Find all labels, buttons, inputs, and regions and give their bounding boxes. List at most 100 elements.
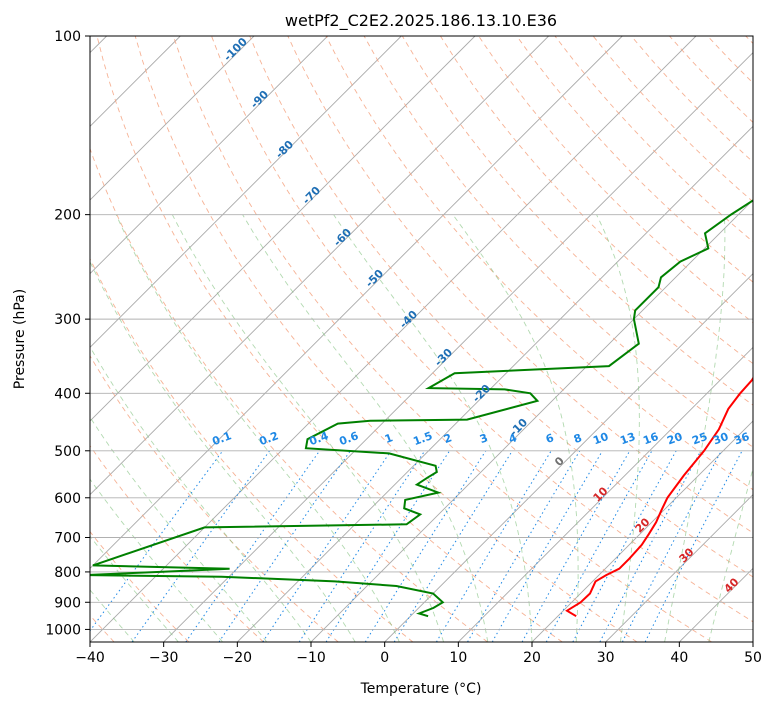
x-tick-label: 50 xyxy=(744,650,762,666)
dry-adiabat-label: -20 xyxy=(470,382,493,405)
x-tick-label: 10 xyxy=(449,650,467,666)
x-tick-label: −20 xyxy=(223,650,253,666)
mixing-ratio-line xyxy=(436,451,551,642)
mixing-ratio-label: 0.4 xyxy=(307,429,330,448)
isotherm-line xyxy=(0,36,401,642)
isotherm-line xyxy=(753,36,775,642)
isotherm-line xyxy=(164,36,770,642)
y-tick-label: 500 xyxy=(54,444,81,460)
dry-adiabat-line xyxy=(440,36,775,642)
background-lines xyxy=(0,36,775,642)
dry-adiabat-label: -80 xyxy=(273,138,296,161)
x-tick-label: 0 xyxy=(380,650,389,666)
dewpoint-line xyxy=(83,36,775,616)
mixing-ratio-label: 36 xyxy=(732,430,751,448)
x-tick-label: 20 xyxy=(523,650,541,666)
mixing-ratio-label: 30 xyxy=(711,430,730,448)
dry-adiabat-label: -60 xyxy=(331,226,354,249)
moist-adiabat-line xyxy=(0,215,178,642)
isotherm-line xyxy=(0,36,254,642)
mixing-ratio-label: 0.1 xyxy=(210,429,233,448)
dry-adiabat-line xyxy=(0,36,264,642)
mixing-ratio-label: 0.2 xyxy=(257,429,280,448)
mixing-ratio-label: 1 xyxy=(383,431,395,446)
dry-adiabat-label: -30 xyxy=(432,346,455,369)
mixing-ratio-line xyxy=(522,451,630,642)
dry-adiabat-line xyxy=(555,36,775,642)
dry-adiabat-label: -50 xyxy=(363,267,386,290)
y-tick-label: 900 xyxy=(54,595,81,611)
isotherm-line xyxy=(458,36,775,642)
curve-labels: -100-90-80-70-60-50-40-30-20-10010203040… xyxy=(210,35,751,596)
mixing-ratio-line xyxy=(299,451,425,642)
y-tick-label: 100 xyxy=(54,29,81,45)
temperature-line xyxy=(567,36,775,616)
isotherm-line xyxy=(237,36,775,642)
dry-adiabat-label: -70 xyxy=(300,184,323,207)
isotherm-line xyxy=(0,36,475,642)
y-axis-label: Pressure (hPa) xyxy=(12,289,28,389)
moist-adiabat-line xyxy=(70,215,356,642)
dry-adiabat-label: -90 xyxy=(248,88,271,111)
x-axis-label: Temperature (°C) xyxy=(360,681,482,697)
isotherm-line xyxy=(679,36,775,642)
moist-adiabat-line xyxy=(665,215,725,642)
mixing-ratio-label: 16 xyxy=(641,430,660,448)
mixing-ratio-line xyxy=(263,451,391,642)
dry-adiabat-line xyxy=(479,36,775,642)
x-tick-label: −10 xyxy=(296,650,326,666)
mixing-ratio-line xyxy=(82,451,223,642)
mixing-ratio-label: 0.6 xyxy=(337,429,360,448)
isotherm-line xyxy=(90,36,696,642)
dry-adiabat-line xyxy=(0,36,189,642)
y-tick-label: 600 xyxy=(54,491,81,507)
isotherm-line xyxy=(0,36,328,642)
mixing-ratio-label: 6 xyxy=(544,431,556,446)
pressure-grid xyxy=(90,36,753,629)
mixing-ratio-label: 8 xyxy=(572,431,584,446)
mixing-ratio-line xyxy=(468,451,580,642)
y-tick-label: 800 xyxy=(54,565,81,581)
dry-adiabat-line xyxy=(0,36,338,642)
mixing-ratio-label: 1.5 xyxy=(411,429,434,448)
moist-adiabat-line xyxy=(334,215,532,642)
mixing-ratio-label: 25 xyxy=(690,430,709,447)
mixing-ratio-line xyxy=(132,451,270,642)
x-tick-label: −40 xyxy=(75,650,105,666)
mixing-ratio-label: 13 xyxy=(618,430,637,447)
dry-adiabat-line xyxy=(21,36,413,642)
dry-adiabat-label: -100 xyxy=(221,35,250,64)
mixing-ratio-label: 2 xyxy=(442,431,454,446)
dry-adiabat-line xyxy=(97,36,562,642)
chart-title: wetPf2_C2E2.2025.186.13.10.E36 xyxy=(285,11,557,31)
dry-adiabat-line xyxy=(517,36,775,642)
isotherm-line xyxy=(385,36,775,642)
dry-adiabat-label: 30 xyxy=(677,545,697,565)
x-tick-label: 40 xyxy=(670,650,688,666)
dry-adiabat-label: -40 xyxy=(397,308,420,331)
mixing-ratio-line xyxy=(546,451,652,642)
mixing-ratio-line xyxy=(645,451,742,642)
isotherm-line xyxy=(311,36,775,642)
plot-frame xyxy=(90,36,753,642)
x-tick-label: 30 xyxy=(597,650,615,666)
moist-adiabat-line xyxy=(172,215,443,642)
y-tick-label: 300 xyxy=(54,312,81,328)
dry-adiabat-label: 10 xyxy=(591,484,611,504)
mixing-ratio-line xyxy=(326,451,450,642)
mixing-ratio-line xyxy=(394,451,512,642)
isotherm-line xyxy=(16,36,622,642)
moist-adiabat-line xyxy=(0,215,223,642)
y-tick-label: 400 xyxy=(54,386,81,402)
y-tick-label: 200 xyxy=(54,208,81,224)
dry-adiabat-line xyxy=(746,36,775,642)
dry-adiabat-line xyxy=(135,36,637,642)
y-tick-label: 700 xyxy=(54,531,81,547)
dry-adiabat-line xyxy=(708,36,775,642)
isotherm-line xyxy=(532,36,775,642)
mixing-ratio-label: 3 xyxy=(478,431,490,446)
